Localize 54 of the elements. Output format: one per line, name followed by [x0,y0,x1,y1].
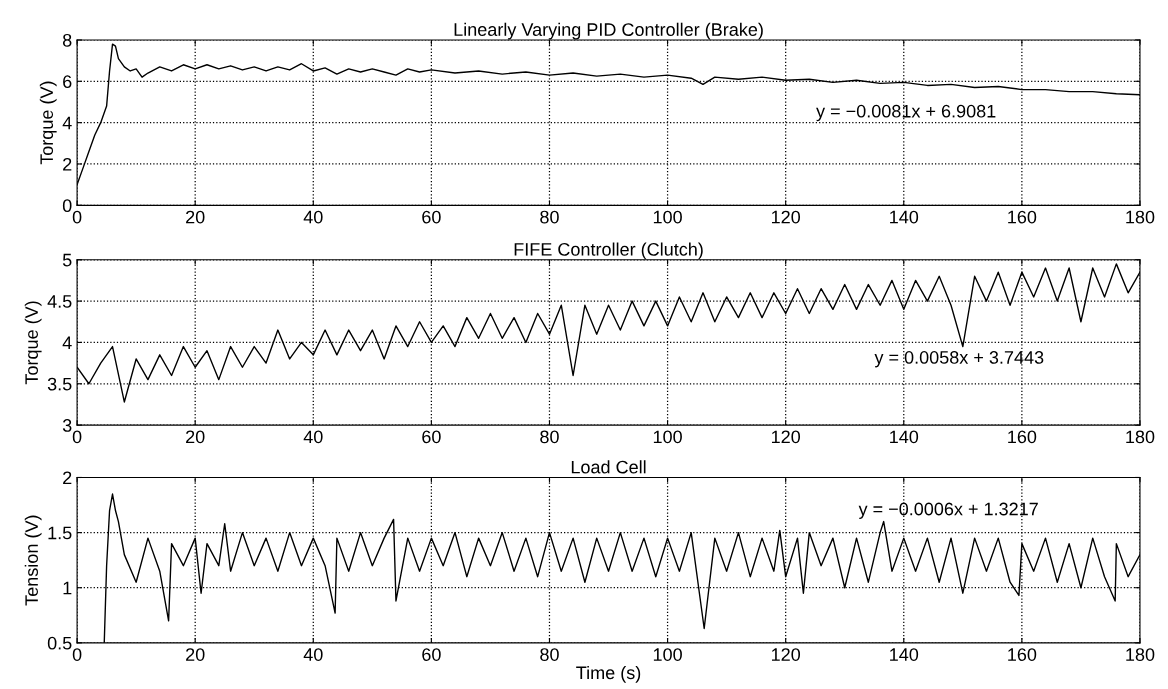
y-tick-label: 0.5 [47,636,72,650]
x-tick-label: 100 [653,648,682,661]
y-tick-label: 8 [62,33,72,47]
annotation: y = −0.0081x + 6.9081 [816,104,996,122]
x-tick-label: 140 [890,210,919,224]
y-tick-label: 2 [63,471,72,485]
x-tick-label: 80 [540,430,559,444]
y-tick-label: 4 [62,336,72,349]
y-tick-label: 1.5 [48,526,72,540]
y-tick-label: 5 [62,253,72,267]
annotation: y = −0.0006x + 1.3217 [858,502,1038,519]
x-tick-label: 140 [890,648,919,661]
x-tick-label: 0 [72,210,82,224]
x-tick-label: 180 [1126,210,1155,224]
y-tick-label: 0 [62,199,72,213]
y-tick-label: 4.5 [47,295,72,308]
y-tick-label: 1 [63,581,72,595]
x-tick-label: 40 [303,648,323,661]
x-tick-label: 160 [1008,430,1037,444]
y-tick-label: 3.5 [47,377,72,391]
y-tick-label: 6 [63,75,72,89]
x-tick-label: 60 [422,210,441,224]
chart-title: Linearly Varying PID Controller (Brake) [454,22,763,40]
x-tick-label: 100 [653,210,682,224]
x-tick-label: 120 [771,210,801,224]
x-tick-label: 20 [186,648,205,661]
x-tick-label: 180 [1126,648,1155,661]
x-tick-label: 140 [890,430,919,444]
x-axis-title: Time (s) [576,665,641,683]
chart-title: FIFE Controller (Clutch) [514,242,703,260]
x-tick-label: 120 [771,648,801,661]
chart-title: Load Cell [571,460,646,474]
x-tick-label: 80 [540,210,559,224]
x-tick-label: 120 [771,430,801,444]
x-tick-label: 100 [653,430,682,444]
x-tick-label: 40 [303,430,323,444]
y-axis-title: Tension (V) [24,515,42,606]
y-tick-label: 4 [62,116,72,130]
y-tick-label: 3 [62,419,72,432]
y-axis-title: Torque (V) [24,301,42,385]
x-tick-label: 0 [72,648,82,661]
x-tick-label: 40 [303,210,323,224]
x-tick-label: 80 [540,648,559,661]
x-tick-label: 180 [1126,430,1155,444]
x-tick-label: 60 [422,648,441,661]
x-tick-label: 160 [1008,210,1037,224]
annotation: y = 0.0058x + 3.7443 [874,351,1044,368]
x-tick-label: 160 [1008,648,1037,661]
x-tick-label: 20 [186,210,205,224]
y-tick-label: 2 [63,157,72,171]
y-axis-title: Torque (V) [39,81,57,165]
x-tick-label: 60 [422,430,441,444]
x-tick-label: 20 [186,430,205,444]
x-tick-label: 0 [72,430,82,444]
